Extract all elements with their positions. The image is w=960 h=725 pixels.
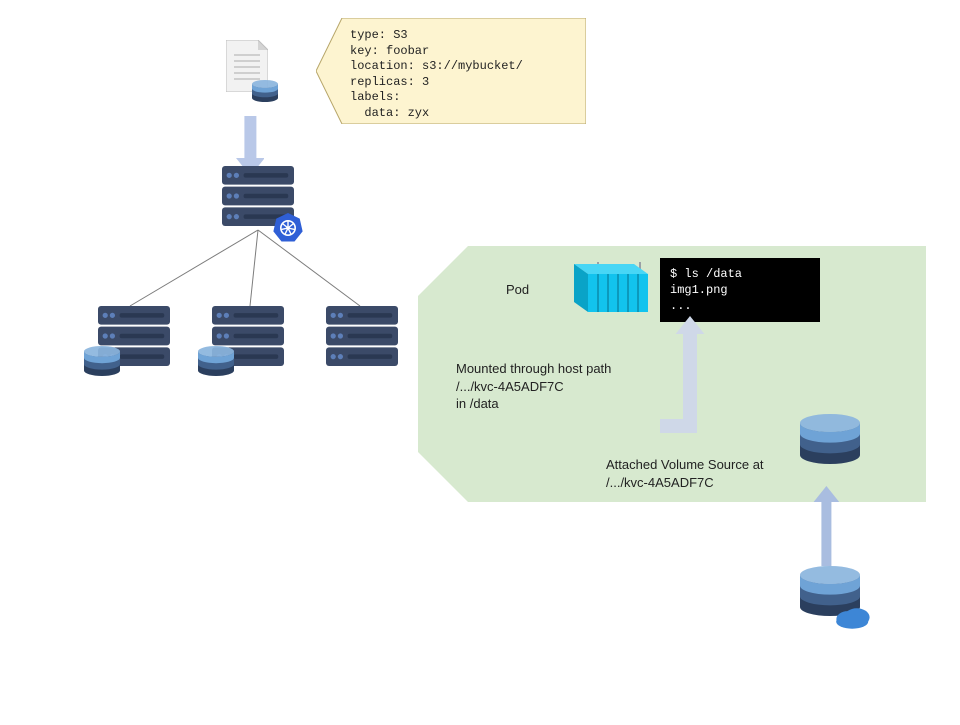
cloud-badge-icon <box>833 603 871 629</box>
mount-text: Mounted through host path /.../kvc-4A5AD… <box>456 360 611 413</box>
arrow-cloud-to-panel <box>812 486 841 566</box>
panel-disk-icon <box>800 414 860 464</box>
attach-text: Attached Volume Source at /.../kvc-4A5AD… <box>606 456 764 491</box>
